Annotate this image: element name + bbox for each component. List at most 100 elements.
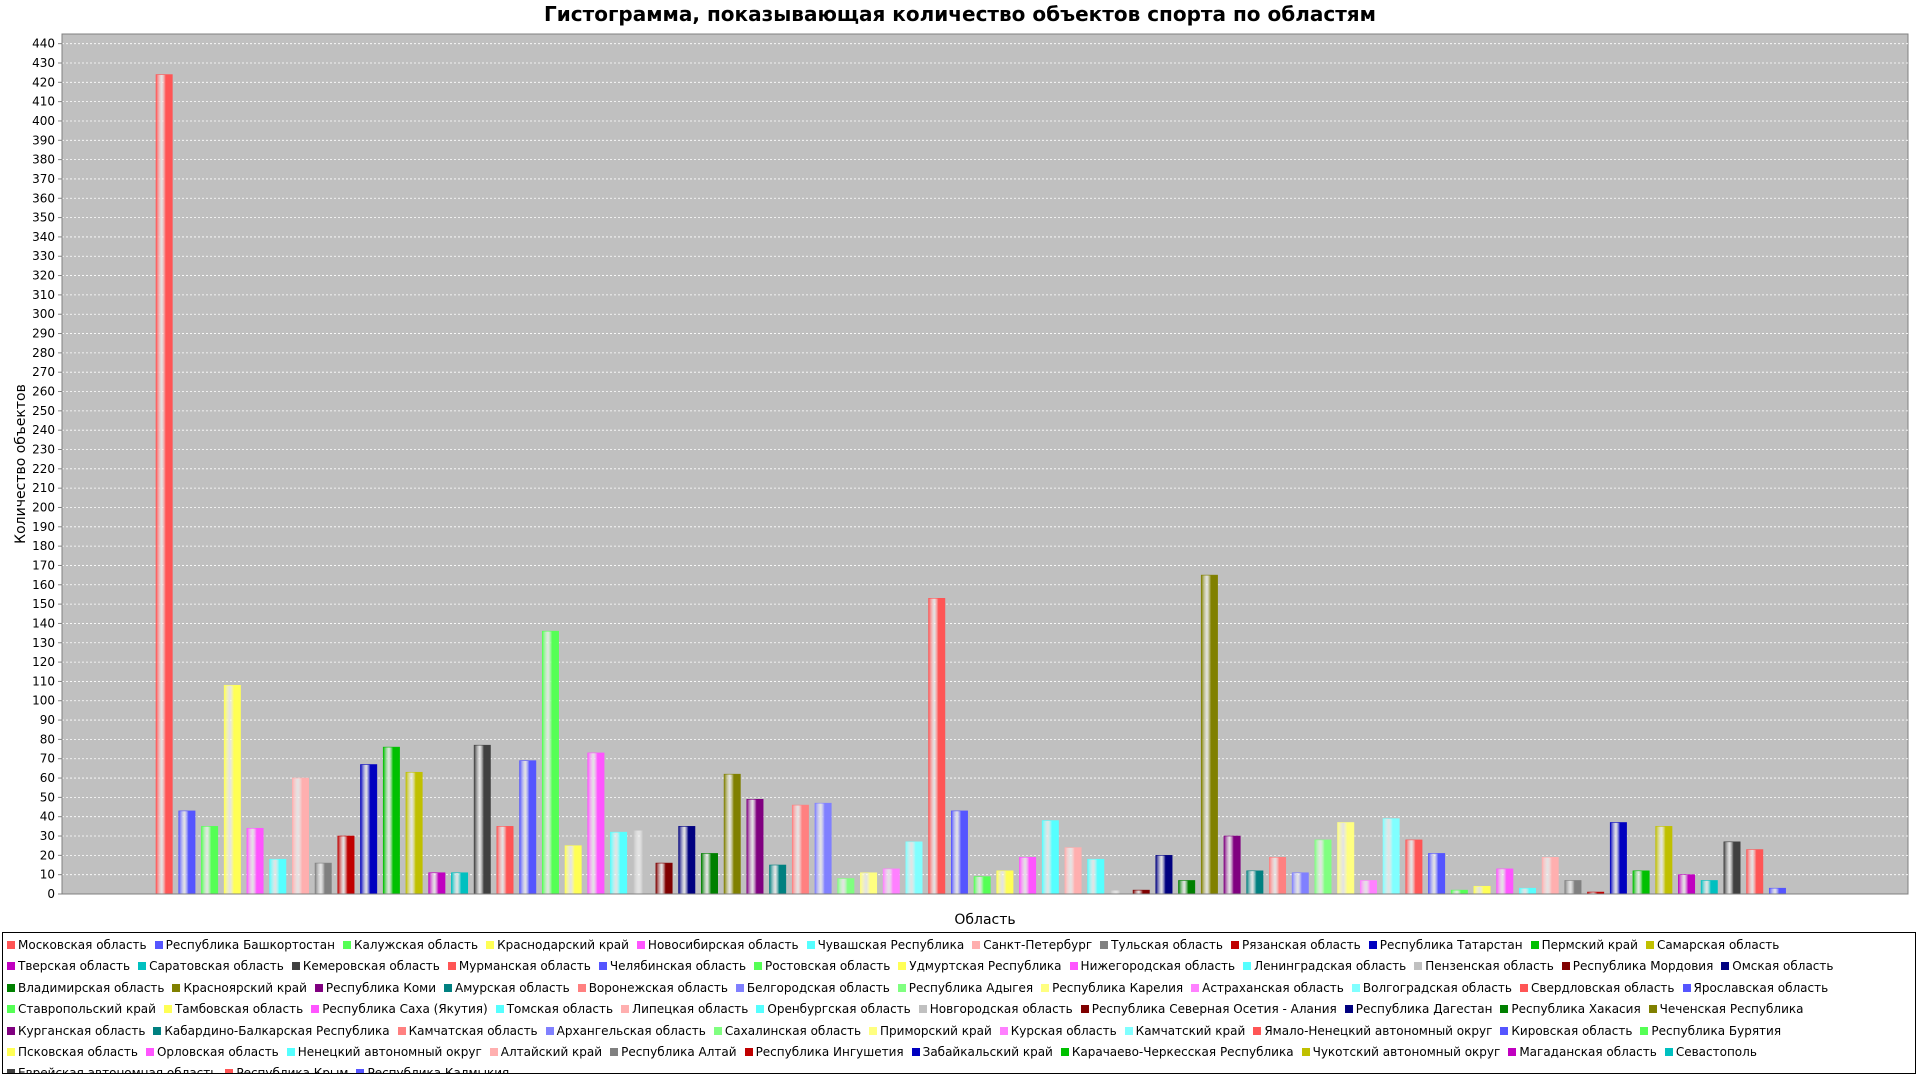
legend-item: Чувашская Республика xyxy=(806,935,965,955)
bar-61 xyxy=(1519,887,1536,895)
legend-label: Республика Ингушетия xyxy=(755,1045,904,1060)
legend-item: Тамбовская область xyxy=(163,999,303,1019)
y-tick-label: 160 xyxy=(32,578,55,592)
bar-22 xyxy=(632,829,650,895)
bar-27 xyxy=(746,798,764,895)
legend-label: Ямало-Ненецкий автономный округ xyxy=(1264,1023,1493,1038)
legend-swatch xyxy=(636,941,645,949)
bar-55 xyxy=(1382,818,1400,895)
legend-swatch xyxy=(145,1048,154,1057)
legend-label: Белгородская область xyxy=(746,980,890,995)
legend-swatch xyxy=(314,983,323,992)
legend-label: Чувашская Республика xyxy=(817,938,965,952)
legend-swatch xyxy=(1640,1026,1649,1035)
legend-item: Кемеровская область xyxy=(291,956,440,976)
legend-label: Псковская область xyxy=(18,1045,138,1060)
legend-swatch xyxy=(1530,941,1539,949)
bar-7 xyxy=(292,777,309,895)
bar-5 xyxy=(246,827,264,895)
y-tick-label: 30 xyxy=(40,829,55,843)
legend-label: Новгородская область xyxy=(929,1002,1073,1017)
legend-swatch xyxy=(291,962,300,971)
bar-49 xyxy=(1246,870,1264,895)
legend-item: Новгородская область xyxy=(918,999,1073,1019)
bar-36 xyxy=(950,810,968,895)
legend-swatch xyxy=(311,1005,320,1014)
legend-label: Ростовская область xyxy=(765,959,891,974)
legend-label: Ставропольский край xyxy=(18,1002,156,1017)
legend-label: Республика Башкортостан xyxy=(165,938,335,952)
legend-label: Нижегородская область xyxy=(1080,959,1236,974)
legend-swatch xyxy=(1191,983,1200,992)
legend-label: Республика Адыгея xyxy=(908,980,1034,995)
legend-item: Мурманская область xyxy=(447,956,591,976)
legend-swatch xyxy=(1080,1005,1089,1014)
y-tick-label: 280 xyxy=(32,346,55,360)
legend-item: Красноярский край xyxy=(172,978,307,998)
legend-swatch xyxy=(172,983,181,992)
legend-swatch xyxy=(7,962,15,971)
legend-label: Республика Татарстан xyxy=(1379,938,1523,952)
legend-label: Калужская область xyxy=(353,938,479,952)
legend-label: Республика Калмыкия xyxy=(367,1066,510,1074)
legend-item: Воронежская область xyxy=(577,978,728,998)
legend-label: Архангельская область xyxy=(556,1023,706,1038)
legend-item: Орловская область xyxy=(145,1042,279,1062)
legend-item: Республика Ингушетия xyxy=(744,1042,904,1062)
bar-23 xyxy=(655,862,673,895)
legend-swatch xyxy=(545,1026,554,1035)
y-tick-label: 140 xyxy=(32,616,55,630)
bar-35 xyxy=(928,598,946,895)
bar-45 xyxy=(1155,855,1173,895)
legend-label: Магаданская область xyxy=(1519,1045,1657,1060)
legend: Московская область Республика Башкортоста… xyxy=(2,932,1916,1074)
bar-59 xyxy=(1473,885,1491,895)
bar-21 xyxy=(610,831,628,895)
legend-item: Карачаево-Черкесская Республика xyxy=(1060,1042,1294,1062)
legend-swatch xyxy=(1124,1026,1133,1035)
legend-swatch xyxy=(972,941,981,949)
legend-item: Республика Карелия xyxy=(1041,978,1183,998)
legend-label: Мурманская область xyxy=(458,959,591,974)
legend-swatch xyxy=(154,941,163,949)
legend-label: Приморский край xyxy=(880,1023,992,1038)
bar-1 xyxy=(155,74,173,895)
legend-swatch xyxy=(1721,962,1730,971)
legend-item: Владимирская область xyxy=(7,978,164,998)
legend-item: Ярославская область xyxy=(1682,978,1828,998)
legend-swatch xyxy=(713,1026,722,1035)
legend-swatch xyxy=(1041,983,1050,992)
legend-item: Республика Хакасия xyxy=(1500,999,1641,1019)
legend-item: Краснодарский край xyxy=(486,935,629,955)
bar-2 xyxy=(178,810,196,895)
bar-39 xyxy=(1019,856,1037,895)
y-tick-label: 130 xyxy=(32,636,55,650)
legend-item: Свердловская область xyxy=(1520,978,1675,998)
legend-label: Кемеровская область xyxy=(302,959,440,974)
bar-38 xyxy=(996,870,1014,895)
bar-9 xyxy=(337,835,355,895)
legend-item: Забайкальский край xyxy=(911,1042,1053,1062)
legend-item: Севастополь xyxy=(1664,1042,1757,1062)
legend-item: Кировская область xyxy=(1500,1021,1632,1041)
y-tick-label: 150 xyxy=(32,597,55,611)
legend-item: Республика Мордовия xyxy=(1561,956,1713,976)
legend-label: Курганская область xyxy=(18,1023,146,1038)
legend-swatch xyxy=(1500,1026,1509,1035)
bar-66 xyxy=(1632,870,1650,895)
y-tick-label: 260 xyxy=(32,385,55,399)
legend-swatch xyxy=(1508,1048,1517,1057)
bar-44 xyxy=(1132,889,1150,895)
legend-label: Омская область xyxy=(1732,959,1834,974)
legend-swatch xyxy=(1100,941,1109,949)
y-tick-label: 10 xyxy=(40,868,55,882)
legend-swatch xyxy=(486,941,495,949)
legend-item: Республика Коми xyxy=(314,978,436,998)
y-tick-label: 20 xyxy=(40,848,55,862)
legend-item: Ненецкий автономный округ xyxy=(286,1042,482,1062)
bar-13 xyxy=(428,872,446,895)
bar-16 xyxy=(496,826,514,895)
y-tick-label: 110 xyxy=(32,674,55,688)
y-tick-label: 370 xyxy=(32,172,55,186)
y-tick-label: 170 xyxy=(32,558,55,572)
